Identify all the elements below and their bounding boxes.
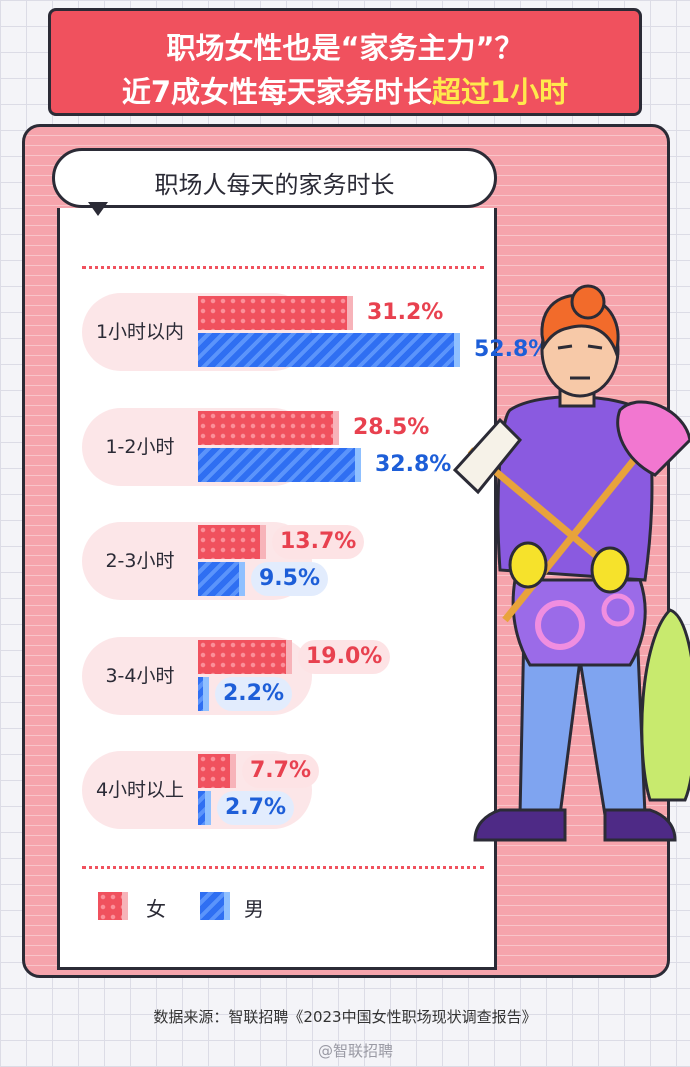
bar-female	[198, 296, 353, 330]
chart-title-bubble: 职场人每天的家务时长	[52, 148, 497, 208]
chart-title: 职场人每天的家务时长	[154, 171, 395, 199]
subheadline-highlight: 超过1小时	[432, 75, 569, 109]
bubble-tail	[88, 202, 108, 216]
headline: 职场女性也是“家务主力”？	[166, 31, 524, 65]
value-label-male: 2.2%	[215, 677, 293, 711]
bar-male	[198, 448, 361, 482]
bar-female	[198, 411, 339, 445]
value-label-female: 19.0%	[298, 640, 391, 674]
value-label-male: 32.8%	[375, 452, 452, 477]
bar-male	[198, 562, 245, 596]
value-label-male: 52.8%	[474, 337, 551, 362]
value-label-female: 13.7%	[272, 525, 365, 559]
bar-female	[198, 640, 292, 674]
value-label-female: 31.2%	[367, 300, 444, 325]
category-label: 2-3小时	[105, 550, 175, 572]
bar-male	[198, 333, 460, 367]
bar-female	[198, 525, 266, 559]
data-source-note: 数据来源：智联招聘《2023中国女性职场现状调查报告》	[153, 1008, 537, 1026]
watermark: @智联招聘	[318, 1042, 394, 1060]
value-label-female: 7.7%	[242, 754, 320, 788]
divider-top	[82, 266, 484, 269]
subheadline: 近7成女性每天家务时长超过1小时	[51, 69, 639, 111]
title-banner: 职场女性也是“家务主力”？ 近7成女性每天家务时长超过1小时	[48, 8, 642, 116]
legend-label-female: 女	[146, 897, 166, 921]
legend-swatch-male	[200, 892, 230, 920]
woman-cleaning-illustration	[452, 284, 690, 842]
category-label: 1-2小时	[105, 436, 175, 458]
bar-male	[198, 791, 211, 825]
subheadline-text: 近7成女性每天家务时长	[121, 75, 432, 109]
bar-female	[198, 754, 236, 788]
bar-male	[198, 677, 209, 711]
category-label: 4小时以上	[95, 779, 185, 801]
category-label: 3-4小时	[105, 665, 175, 687]
value-label-female: 28.5%	[353, 415, 430, 440]
legend-swatch-female	[98, 892, 128, 920]
value-label-male: 9.5%	[251, 562, 329, 596]
divider-bottom	[82, 866, 484, 869]
category-label: 1小时以内	[95, 321, 185, 343]
legend-label-male: 男	[244, 897, 264, 921]
value-label-male: 2.7%	[217, 791, 295, 825]
